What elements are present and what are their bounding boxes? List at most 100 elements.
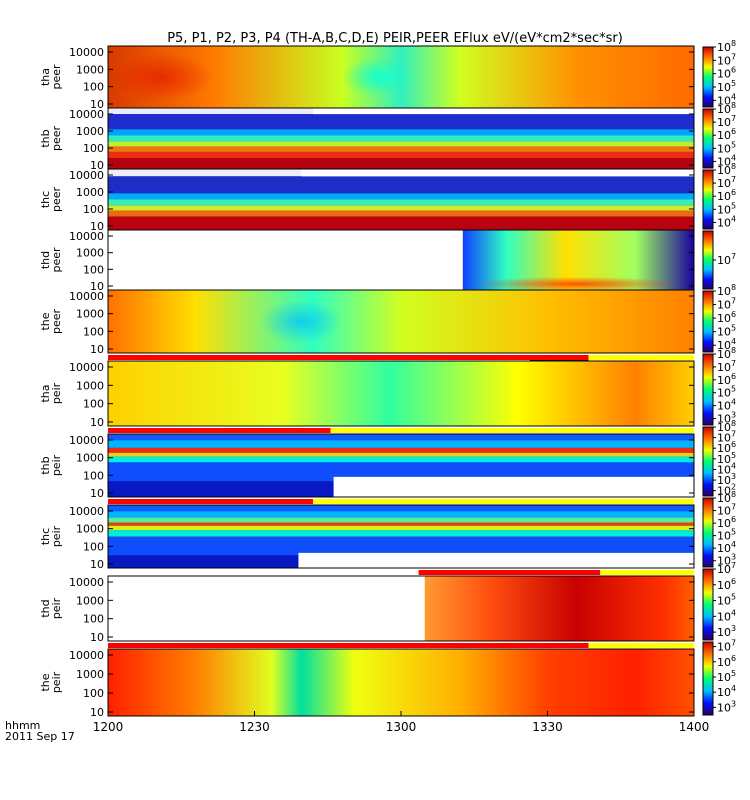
spectrogram-panel-thc-peer [108, 169, 694, 230]
y-tick-label: 10000 [69, 505, 104, 518]
colorbar-tick-label: 105 [717, 385, 736, 400]
y-tick-label: 10000 [69, 649, 104, 662]
panel-frame [107, 575, 695, 642]
energy-band [108, 114, 694, 130]
energy-band [108, 440, 694, 448]
colorbar [702, 108, 714, 169]
x-axis-date: 2011 Sep 17 [5, 730, 75, 743]
colorbar [702, 568, 714, 641]
panel-species-label: peir [50, 525, 63, 547]
colorbar-tick-label: 105 [717, 528, 736, 543]
colorbar-tick-label: 105 [717, 593, 736, 608]
colorbar-tick-label: 107 [717, 503, 736, 518]
panel-frame [107, 433, 695, 498]
panel-background [108, 290, 694, 353]
colorbar-tick-label: 106 [717, 127, 736, 142]
colorbar-tick-label: 103 [717, 624, 736, 639]
spectrogram-panel-tha-peir [108, 361, 694, 426]
colorbar-tick-label: 104 [717, 214, 736, 229]
panel-species-label: peir [50, 597, 63, 619]
no-data-region [333, 476, 694, 497]
panel-background [108, 361, 694, 426]
energy-band [108, 452, 694, 457]
energy-band [108, 216, 694, 230]
colorbar-tick-label: 106 [717, 577, 736, 592]
colorbar-tick-label: 107 [717, 52, 736, 67]
colorbar [702, 230, 714, 290]
panel-frame [107, 360, 695, 427]
panel-background [108, 649, 694, 716]
x-tick-label: 1230 [239, 720, 270, 734]
y-tick-label: 10000 [69, 230, 104, 243]
mode-bar-segment [418, 570, 601, 575]
y-tick-label: 100 [83, 540, 104, 553]
energy-band [108, 141, 694, 147]
x-tick-label: 1330 [532, 720, 563, 734]
colorbar-tick-label: 104 [717, 461, 736, 476]
energy-band [108, 205, 694, 211]
spectrogram-panel-tha-peer [108, 46, 694, 108]
panel-probe-label: tha [39, 68, 52, 86]
energy-band [108, 456, 694, 463]
flux-feature [108, 52, 214, 102]
colorbar-tick-label: 105 [717, 324, 736, 339]
colorbar-tick-label: 103 [717, 553, 736, 568]
colorbar-tick-label: 106 [717, 372, 736, 387]
colorbar-tick-label: 105 [717, 79, 736, 94]
no-data-region [298, 552, 694, 568]
y-tick-label: 1000 [76, 308, 104, 321]
energy-band [108, 199, 694, 206]
colorbar-tick-label: 106 [717, 515, 736, 530]
y-tick-label: 10 [90, 558, 104, 571]
colorbar-tick-label: 105 [717, 669, 736, 684]
colorbar-tick-label: 106 [717, 310, 736, 325]
x-tick-label: 1200 [93, 720, 124, 734]
no-data-region [301, 169, 694, 177]
x-tick-label: 1400 [679, 720, 710, 734]
colorbar [702, 46, 714, 108]
y-tick-label: 1000 [76, 379, 104, 392]
panel-species-label: peer [50, 126, 63, 152]
flux-feature [260, 299, 343, 344]
y-tick-label: 10000 [69, 108, 104, 121]
energy-band [108, 434, 694, 441]
panel-probe-label: thd [39, 599, 52, 617]
panel-probe-label: thc [39, 191, 52, 208]
panel-probe-label: tha [39, 384, 52, 402]
mode-bar-segment [108, 499, 314, 504]
energy-band [108, 158, 694, 169]
y-tick-label: 10000 [69, 361, 104, 374]
mode-bar-segment [313, 499, 694, 504]
energy-band [108, 536, 694, 556]
spectrogram-panel-thd-peir [108, 576, 694, 641]
colorbar-tick-label: 104 [717, 608, 736, 623]
colorbar-tick-label: 104 [717, 153, 736, 168]
x-tick-label: 1300 [386, 720, 417, 734]
spectrogram-panel-the-peer [108, 290, 694, 353]
colorbar-tick-label: 107 [717, 252, 736, 267]
colorbar [702, 353, 714, 426]
mode-bar-segment [600, 570, 694, 575]
y-tick-label: 10 [90, 416, 104, 429]
colorbar-tick-label: 105 [717, 451, 736, 466]
mode-bar-segment [330, 428, 694, 433]
x-axis-label: hhmm [5, 719, 40, 732]
panel-probe-label: thc [39, 528, 52, 545]
y-tick-label: 10 [90, 280, 104, 293]
y-tick-label: 10000 [69, 169, 104, 182]
energy-band [108, 505, 694, 512]
colorbar-tick-label: 104 [717, 398, 736, 413]
colorbar-tick-label: 107 [717, 114, 736, 129]
colorbar-tick-label: 105 [717, 201, 736, 216]
energy-band [108, 517, 694, 523]
colorbar-tick-label: 106 [717, 66, 736, 81]
y-tick-label: 10 [90, 487, 104, 500]
colorbar [702, 497, 714, 568]
y-tick-label: 100 [83, 203, 104, 216]
colorbar-tick-label: 107 [717, 561, 736, 576]
colorbar-tick-label: 107 [717, 359, 736, 374]
panel-species-label: peer [50, 64, 63, 90]
panel-species-label: peer [50, 247, 63, 273]
colorbar-tick-label: 108 [717, 490, 736, 505]
y-tick-label: 10 [90, 706, 104, 719]
